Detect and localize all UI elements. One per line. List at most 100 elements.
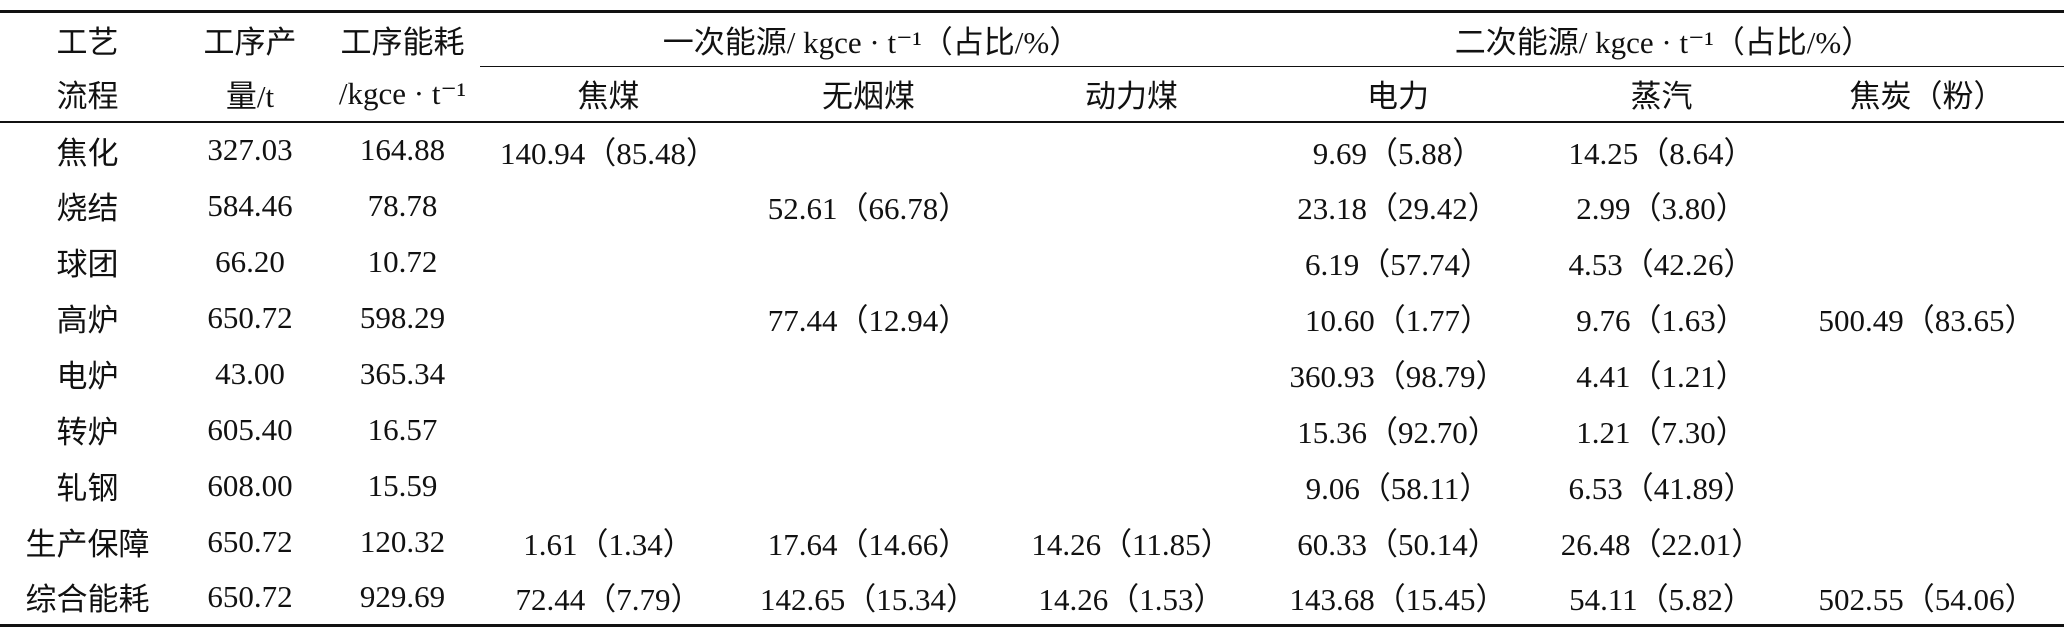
table-row: 焦化 327.03 164.88 140.94（85.48） 9.69（5.88） 14.… — [0, 122, 2064, 178]
group-header: 一次能源/ kgce · t⁻¹（占比/%） — [480, 11, 1263, 67]
row-label: 烧结 — [56, 191, 119, 226]
subcolumn-header: 动力煤 — [1085, 79, 1178, 115]
data-cell: 1.61（1.34） — [523, 527, 694, 562]
data-cell: 6.19（57.74） — [1305, 247, 1491, 282]
data-cell: 26.48（22.01） — [1560, 527, 1763, 562]
data-cell: 14.26（1.53） — [1038, 582, 1225, 618]
empty-cell — [737, 234, 1000, 290]
empty-cell — [737, 346, 1000, 402]
data-cell: 60.33（50.14） — [1297, 527, 1499, 562]
row-label: 综合能耗 — [25, 582, 150, 618]
empty-cell — [1000, 234, 1263, 290]
data-cell: 327.03 — [207, 132, 293, 167]
data-cell: 23.18（29.42） — [1297, 191, 1499, 226]
data-cell: 43.00 — [215, 355, 285, 391]
row-label: 焦化 — [56, 135, 119, 171]
empty-cell — [1790, 234, 2064, 290]
header-cell: 工序能耗 — [340, 25, 465, 61]
data-cell: 66.20 — [215, 243, 285, 279]
header-cell: 工序产 — [203, 25, 297, 61]
data-cell: 650.72 — [207, 299, 293, 335]
data-cell: 54.11（5.82） — [1569, 582, 1754, 618]
data-cell: 4.53（42.26） — [1568, 247, 1755, 282]
data-cell: 120.32 — [359, 523, 446, 559]
row-label: 转炉 — [56, 415, 119, 450]
row-label: 生产保障 — [25, 527, 150, 562]
subcolumn-header: 电力 — [1367, 79, 1429, 115]
subcolumn-header: 无烟煤 — [822, 79, 915, 115]
data-cell: 16.57 — [367, 411, 438, 447]
table-header: 工艺 工序产 工序能耗 一次能源/ kgce · t⁻¹（占比/%） 二次能源/ kgc… — [0, 11, 2064, 122]
empty-cell — [480, 402, 737, 458]
table-row: 生产保障 650.72 120.32 1.61（1.34） 17.64（14.66） 14… — [0, 514, 2064, 570]
data-cell: 17.64（14.66） — [767, 527, 970, 562]
data-cell: 140.94（85.48） — [500, 135, 717, 171]
energy-table: 工艺 工序产 工序能耗 一次能源/ kgce · t⁻¹（占比/%） 二次能源/ kgc… — [0, 10, 2064, 627]
row-label: 球团 — [56, 247, 119, 282]
data-cell: 52.61（66.78） — [767, 191, 970, 226]
data-cell: 10.72 — [367, 243, 438, 279]
header-cell: 量/t — [225, 79, 275, 114]
data-cell: 14.25（8.64） — [1568, 135, 1755, 171]
data-cell: 605.40 — [207, 411, 293, 447]
table-row: 综合能耗 650.72 929.69 72.44（7.79） 142.65（15.34）… — [0, 570, 2064, 626]
empty-cell — [1790, 514, 2064, 570]
subcolumn-header: 焦炭（粉） — [1849, 79, 2005, 115]
row-label: 轧钢 — [56, 471, 119, 506]
data-cell: 143.68（15.45） — [1289, 582, 1507, 618]
data-cell: 650.72 — [207, 578, 293, 614]
subcolumn-header: 焦煤 — [577, 79, 640, 115]
data-cell: 598.29 — [359, 299, 446, 335]
data-cell: 2.99（3.80） — [1576, 191, 1747, 226]
empty-cell — [1790, 346, 2064, 402]
empty-cell — [480, 458, 737, 514]
data-cell: 164.88 — [359, 132, 446, 167]
empty-cell — [480, 346, 737, 402]
table-row: 电炉 43.00 365.34 360.93（98.79） 4.41（1.21） — [0, 346, 2064, 402]
empty-cell — [1000, 122, 1263, 178]
data-cell: 6.53（41.89） — [1568, 471, 1755, 506]
empty-cell — [737, 122, 1000, 178]
empty-cell — [480, 290, 737, 346]
data-cell: 1.21（7.30） — [1576, 415, 1747, 450]
data-cell: 365.34 — [359, 355, 446, 391]
header-cell: 流程 — [56, 79, 119, 114]
data-cell: 502.55（54.06） — [1818, 582, 2036, 618]
empty-cell — [1790, 122, 2064, 178]
header-cell: /kgce · t⁻¹ — [338, 75, 467, 111]
empty-cell — [1000, 402, 1263, 458]
data-cell: 15.36（92.70） — [1297, 415, 1499, 450]
data-cell: 500.49（83.65） — [1818, 303, 2036, 338]
header-row: 工艺 工序产 工序能耗 一次能源/ kgce · t⁻¹（占比/%） 二次能源/ kgc… — [0, 11, 2064, 67]
empty-cell — [1000, 346, 1263, 402]
empty-cell — [480, 234, 737, 290]
data-cell: 4.41（1.21） — [1576, 359, 1747, 394]
data-cell: 77.44（12.94） — [767, 303, 970, 338]
table-row: 烧结 584.46 78.78 52.61（66.78） 23.18（29.42） 2.9… — [0, 178, 2064, 234]
data-cell: 78.78 — [367, 187, 438, 223]
empty-cell — [1000, 458, 1263, 514]
data-cell: 929.69 — [359, 578, 446, 614]
header-row: 流程 量/t/kgce · t⁻¹ 焦煤 无烟煤 动力煤 电力 蒸汽 焦炭（粉） — [0, 67, 2064, 122]
empty-cell — [480, 178, 737, 234]
header-cell: 工艺 — [56, 25, 119, 61]
data-cell: 10.60（1.77） — [1305, 303, 1491, 338]
data-cell: 14.26（11.85） — [1031, 527, 1232, 562]
data-cell: 72.44（7.79） — [515, 582, 702, 618]
empty-cell — [1790, 402, 2064, 458]
data-cell: 9.06（58.11） — [1305, 471, 1491, 506]
empty-cell — [1790, 178, 2064, 234]
subcolumn-header: 蒸汽 — [1630, 79, 1693, 115]
data-cell: 142.65（15.34） — [760, 582, 977, 618]
empty-cell — [1000, 290, 1263, 346]
empty-cell — [737, 402, 1000, 458]
data-cell: 9.69（5.88） — [1312, 135, 1484, 171]
data-cell: 608.00 — [207, 467, 293, 503]
row-label: 高炉 — [56, 303, 119, 338]
row-label: 电炉 — [56, 359, 119, 394]
group-header: 二次能源/ kgce · t⁻¹（占比/%） — [1263, 11, 2064, 67]
table-row: 高炉 650.72 598.29 77.44（12.94） 10.60（1.77） 9.7… — [0, 290, 2064, 346]
table-body: 焦化 327.03 164.88 140.94（85.48） 9.69（5.88） 14.… — [0, 122, 2064, 626]
table-row: 球团 66.20 10.72 6.19（57.74） 4.53（42.26） — [0, 234, 2064, 290]
